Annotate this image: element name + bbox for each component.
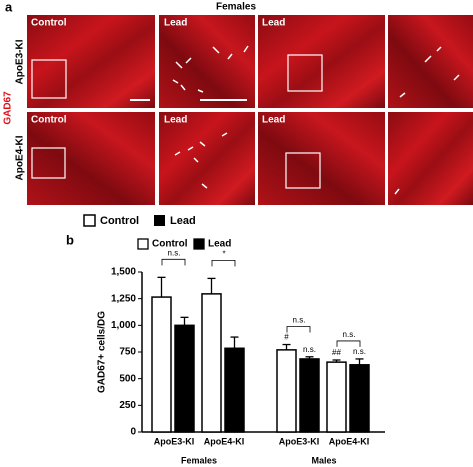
panel-caption: Lead <box>164 115 187 126</box>
bar <box>224 347 245 433</box>
x-tick-label: ApoE4-KI <box>204 436 245 446</box>
legend-label: Lead <box>170 215 196 227</box>
stain-label: GAD67 <box>3 91 14 125</box>
bar <box>326 361 347 433</box>
y-tick-label: 750 <box>119 347 136 358</box>
bar <box>201 293 222 433</box>
point-label: n.s. <box>353 347 366 356</box>
y-tick-label: 500 <box>119 373 136 384</box>
point-label: # <box>284 333 289 342</box>
panel-title: Females <box>216 2 256 13</box>
bar <box>349 364 370 433</box>
x-tick-label: ApoE3-KI <box>154 436 195 446</box>
bar <box>174 324 195 433</box>
panel-label: a <box>5 0 13 14</box>
panel-caption: Lead <box>262 18 285 29</box>
comparison-bracket <box>161 258 186 266</box>
y-tick-label: 1,250 <box>111 293 136 304</box>
point-label: n.s. <box>303 345 316 354</box>
y-tick-label: 0 <box>130 427 136 438</box>
panel-caption: Control <box>31 115 67 126</box>
panel-caption: Lead <box>262 115 285 126</box>
legend-swatch <box>137 238 149 250</box>
comparison-label: n.s. <box>343 330 356 339</box>
comparison-label: * <box>222 250 225 259</box>
bar-chart: 0 250 500 750 1,000 1,250 1,500 GAD67+ cells/DG… <box>97 238 385 465</box>
comparison-label: n.s. <box>168 248 181 257</box>
micrographs <box>27 15 473 205</box>
comparison-bracket <box>211 260 236 267</box>
legend-label: Control <box>152 239 188 250</box>
legend-label: Lead <box>208 239 231 250</box>
row-label: ApoE4-KI <box>15 135 26 180</box>
comparison-bracket <box>286 326 311 333</box>
y-axis-label: GAD67+ cells/DG <box>97 311 108 393</box>
legend-label: Control <box>100 215 139 227</box>
group-label: Males <box>311 455 336 465</box>
x-tick-label: ApoE3-KI <box>279 436 320 446</box>
bar <box>299 358 320 433</box>
row-label: ApoE3-KI <box>15 39 26 84</box>
y-tick-label: 1,500 <box>111 267 136 278</box>
panel-caption: Lead <box>164 18 187 29</box>
comparison-bracket <box>336 340 361 347</box>
bar <box>151 296 172 433</box>
y-tick-label: 1,000 <box>111 320 136 331</box>
y-tick-label: 250 <box>119 400 136 411</box>
panel-label: b <box>66 232 74 247</box>
legend-top: Control Lead <box>83 214 196 227</box>
x-tick-label: ApoE4-KI <box>329 436 370 446</box>
bar <box>276 349 297 433</box>
group-label: Females <box>181 455 217 465</box>
point-label: ## <box>332 348 341 357</box>
comparison-label: n.s. <box>293 316 306 325</box>
panel-caption: Control <box>31 18 67 29</box>
legend-swatch <box>193 238 205 250</box>
